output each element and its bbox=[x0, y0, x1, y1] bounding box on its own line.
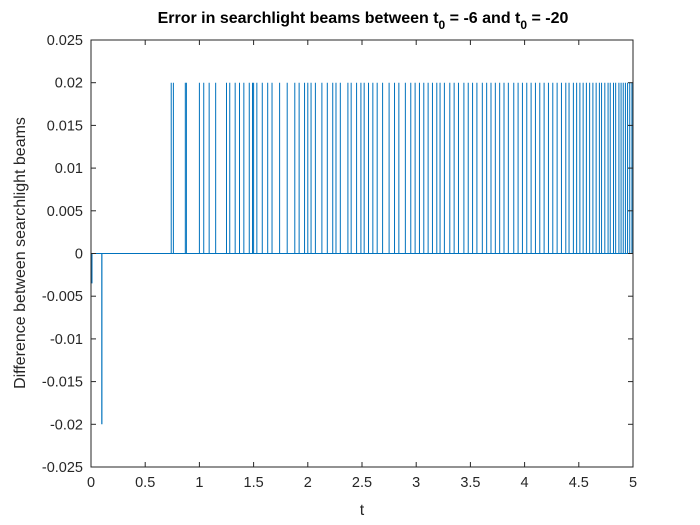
y-axis-label: Difference between searchlight beams bbox=[12, 117, 29, 389]
y-tick-label: 0.01 bbox=[55, 161, 83, 177]
x-tick-label: 2.5 bbox=[352, 475, 372, 491]
y-tick-label: -0.005 bbox=[42, 289, 83, 305]
y-tick-label: 0.005 bbox=[47, 204, 83, 220]
x-tick-label: 0.5 bbox=[135, 475, 155, 491]
chart-title-subscript-2: 0 bbox=[520, 18, 527, 32]
x-tick-label: 4 bbox=[521, 475, 529, 491]
y-tick-label: -0.01 bbox=[50, 332, 83, 348]
y-tick-label: 0 bbox=[75, 247, 83, 263]
y-tick-label: -0.015 bbox=[42, 375, 83, 391]
x-tick-label: 1 bbox=[195, 475, 203, 491]
x-tick-label: 4.5 bbox=[569, 475, 589, 491]
y-tick-label: -0.025 bbox=[42, 460, 83, 476]
x-tick-label: 1.5 bbox=[244, 475, 264, 491]
x-tick-label: 3.5 bbox=[460, 475, 480, 491]
y-axis-ticks: -0.025 -0.02 -0.015 -0.01 -0.005 0 0.005 0.01 0.… bbox=[42, 33, 633, 476]
chart-title-part-2: = -6 and t bbox=[445, 10, 521, 27]
x-axis-label: t bbox=[360, 502, 365, 519]
y-tick-label: 0.02 bbox=[55, 76, 83, 92]
y-tick-label: 0.025 bbox=[47, 33, 83, 49]
x-tick-label: 0 bbox=[87, 475, 95, 491]
x-axis-ticks: 0 0.5 1 1.5 2 2.5 3 3.5 4 4.5 5 bbox=[87, 40, 637, 491]
chart-title-part-3: = -20 bbox=[527, 10, 568, 27]
x-tick-label: 5 bbox=[629, 475, 637, 491]
y-tick-label: 0.015 bbox=[47, 118, 83, 134]
chart-title-subscript-1: 0 bbox=[439, 18, 446, 32]
chart-title: Error in searchlight beams between t0 = … bbox=[158, 10, 569, 32]
y-tick-label: -0.02 bbox=[50, 417, 83, 433]
chart-title-part-1: Error in searchlight beams between t bbox=[158, 10, 440, 27]
x-tick-label: 3 bbox=[412, 475, 420, 491]
x-tick-label: 2 bbox=[304, 475, 312, 491]
